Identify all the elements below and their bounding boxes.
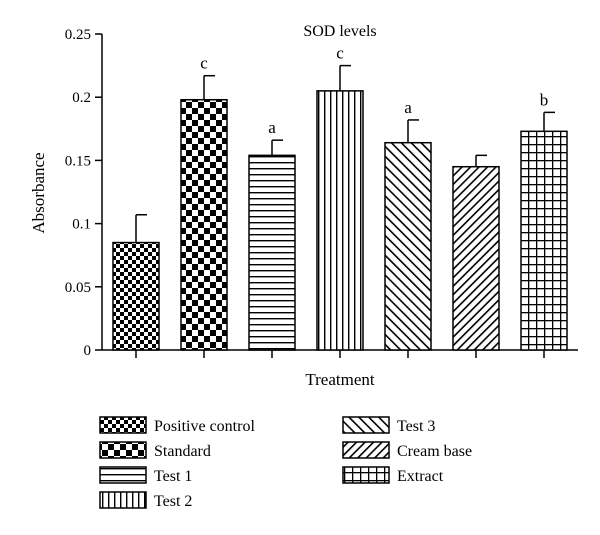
y-tick-label: 0.15 [65, 153, 91, 169]
bar-cream-base [452, 165, 500, 351]
chart-title: SOD levels [303, 23, 376, 40]
y-tick-label: 0.25 [65, 27, 91, 43]
legend-label: Test 2 [154, 493, 192, 510]
significance-label: c [336, 44, 344, 63]
significance-label: a [268, 118, 276, 137]
y-tick-label: 0.05 [65, 280, 91, 296]
bar-test-1 [248, 154, 296, 351]
bar-positive-control [112, 241, 160, 351]
x-axis-title: Treatment [305, 370, 375, 389]
legend-label: Test 3 [397, 418, 435, 435]
y-tick-label: 0.2 [72, 90, 91, 106]
legend-swatch [342, 416, 390, 434]
significance-label: b [540, 90, 549, 109]
legend-swatch [99, 441, 147, 459]
legend-label: Positive control [154, 418, 255, 435]
y-tick-label: 0.1 [72, 217, 91, 233]
bar-test-3 [384, 141, 432, 351]
y-axis-title: Absorbance [29, 152, 48, 233]
legend-label: Test 1 [154, 468, 192, 485]
legend-label: Extract [397, 468, 444, 485]
legend-label: Standard [154, 443, 211, 460]
legend-label: Cream base [397, 443, 472, 460]
significance-label: c [200, 54, 208, 73]
legend-swatch [342, 466, 390, 484]
y-tick-label: 0 [84, 343, 92, 359]
legend-swatch [99, 491, 147, 509]
legend-swatch [342, 441, 390, 459]
legend: Positive control Standard Test 1 Test 2 Test… [99, 416, 472, 510]
bars: c a c a b [112, 44, 568, 351]
y-axis: 0 0.05 0.1 0.15 0.2 0.25 [65, 27, 103, 359]
bar-standard [180, 98, 228, 351]
legend-swatch [99, 466, 147, 484]
bar-extract [520, 130, 568, 351]
significance-label: a [404, 98, 412, 117]
bar-test-2 [316, 90, 364, 351]
x-axis [102, 349, 578, 358]
legend-swatch [99, 416, 147, 434]
